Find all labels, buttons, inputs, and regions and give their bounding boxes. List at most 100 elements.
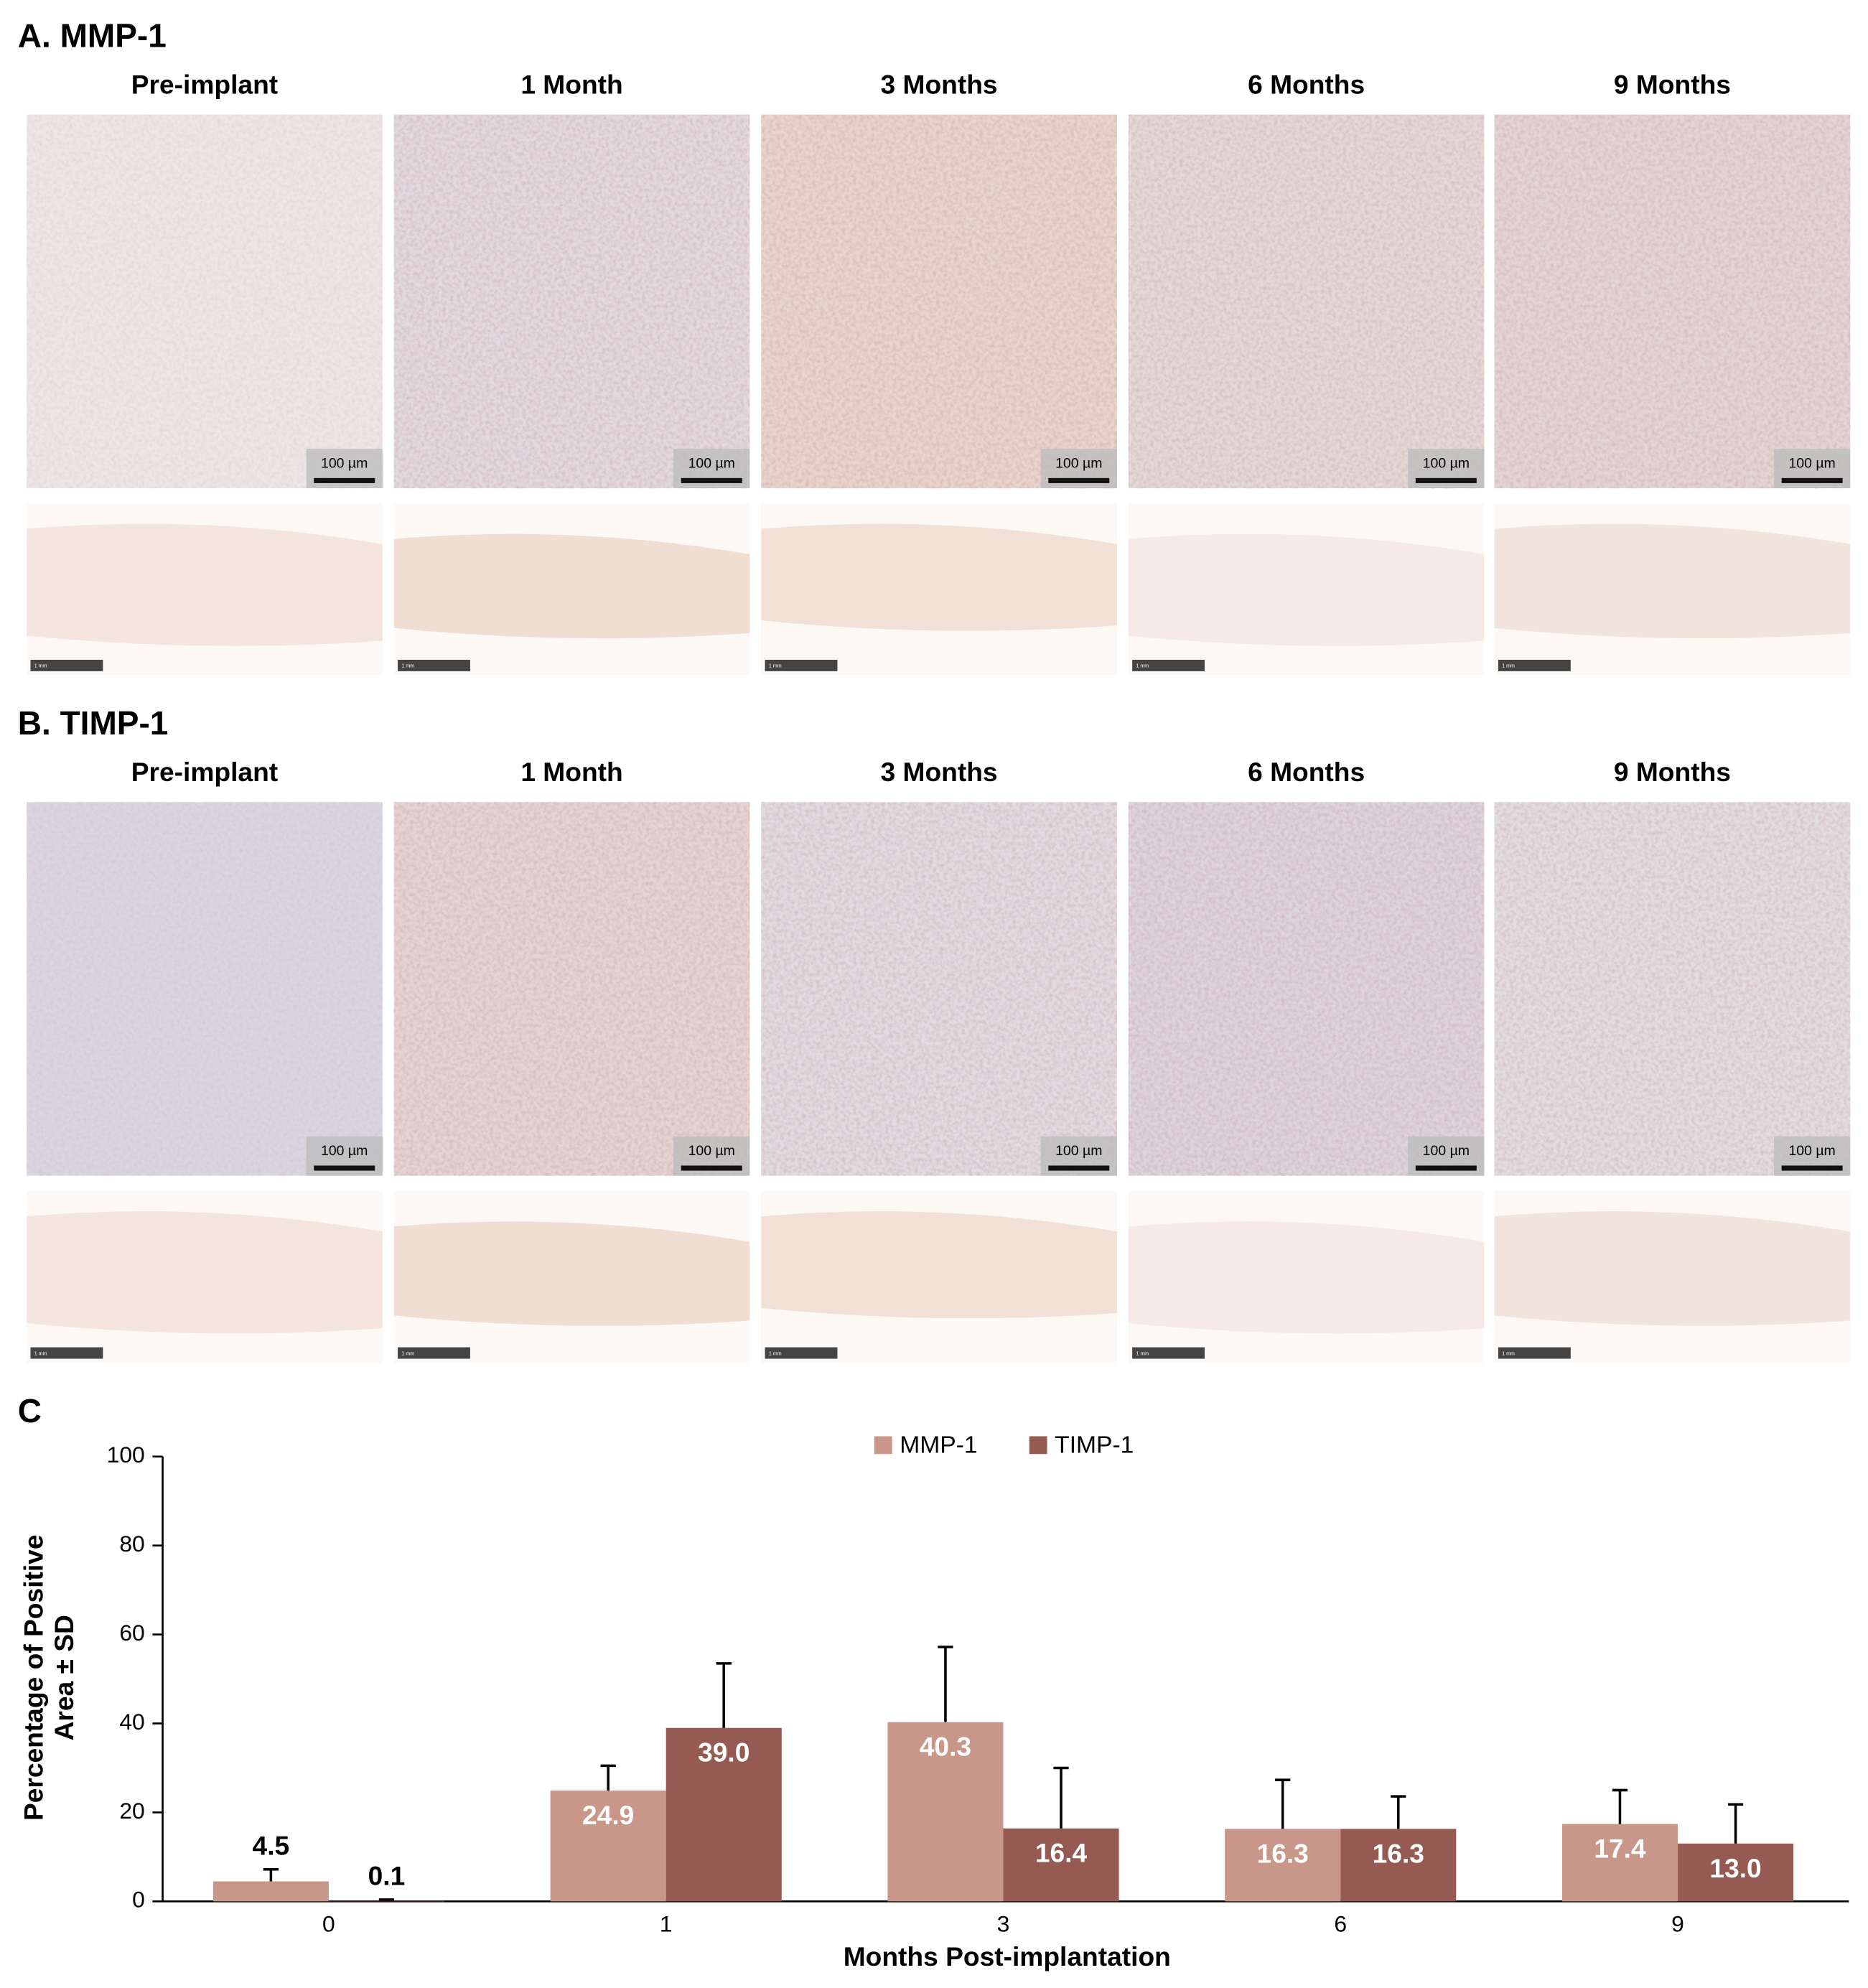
panel-title: B. TIMP-1 <box>18 704 169 742</box>
value-label: 16.4 <box>1035 1838 1088 1868</box>
overview-scale-bar <box>30 659 103 671</box>
x-tick-label: 3 <box>997 1910 1010 1936</box>
tissue-section <box>1494 1211 1851 1326</box>
value-label: 40.3 <box>920 1732 971 1762</box>
micrograph-texture <box>761 114 1117 489</box>
scale-bar-label: 100 µm <box>321 456 368 472</box>
column-header: Pre-implant <box>131 69 278 99</box>
y-tick-label: 0 <box>132 1887 145 1913</box>
tissue-section <box>27 523 383 646</box>
overview-scale-bar <box>1132 1347 1205 1359</box>
scale-bar <box>681 477 742 483</box>
scale-bar-label: 100 µm <box>1055 456 1102 472</box>
tissue-section <box>393 533 750 639</box>
micrograph-texture <box>761 802 1117 1176</box>
overview-scale-bar <box>30 1347 103 1359</box>
scale-bar <box>314 477 375 483</box>
overview-scale-bar <box>1132 659 1205 671</box>
scale-bar <box>1781 1165 1843 1171</box>
y-tick-label: 20 <box>119 1798 144 1824</box>
overview-scale-bar <box>1498 1347 1571 1359</box>
overview-scale-label: 1 mm <box>1502 1350 1515 1356</box>
tissue-section <box>27 1211 383 1334</box>
x-tick-label: 1 <box>660 1910 673 1936</box>
scale-bar <box>681 1165 742 1171</box>
overview-scale-bar <box>398 1347 470 1359</box>
column-header: 3 Months <box>881 69 998 99</box>
scale-bar-label: 100 µm <box>1788 456 1835 472</box>
overview-scale-label: 1 mm <box>34 1350 47 1356</box>
micrograph-texture <box>393 114 750 489</box>
column-header: 9 Months <box>1614 69 1731 99</box>
value-label: 24.9 <box>582 1800 634 1830</box>
scale-bar-label: 100 µm <box>688 1143 735 1159</box>
micrograph-texture <box>1128 802 1485 1176</box>
scale-bar <box>1781 477 1843 483</box>
y-tick-label: 40 <box>119 1709 144 1735</box>
column-header: 3 Months <box>881 757 998 787</box>
bar <box>666 1727 782 1902</box>
value-label: 16.3 <box>1257 1838 1309 1868</box>
overview-scale-bar <box>765 659 838 671</box>
panel-title: A. MMP-1 <box>18 17 167 55</box>
column-header: 1 Month <box>520 757 622 787</box>
x-axis-title: Months Post-implantation <box>844 1941 1171 1971</box>
tissue-section <box>1128 1221 1485 1334</box>
value-label: 0.1 <box>368 1861 406 1891</box>
overview-scale-label: 1 mm <box>1136 663 1149 669</box>
value-label: 39.0 <box>698 1737 749 1768</box>
panel-label: C <box>18 1392 42 1429</box>
legend-swatch <box>874 1436 892 1455</box>
scale-bar <box>1048 1165 1110 1171</box>
column-header: 1 Month <box>520 69 622 99</box>
y-tick-label: 80 <box>119 1531 144 1557</box>
legend-label: MMP-1 <box>900 1432 977 1459</box>
y-tick-label: 60 <box>119 1620 144 1646</box>
x-tick-label: 0 <box>322 1910 335 1936</box>
scale-bar <box>1048 477 1110 483</box>
tissue-section <box>1128 533 1485 646</box>
scale-bar <box>1415 1165 1477 1171</box>
overview-scale-label: 1 mm <box>769 1350 782 1356</box>
scale-bar-label: 100 µm <box>1423 1143 1470 1159</box>
bar <box>328 1900 444 1902</box>
overview-scale-label: 1 mm <box>401 663 414 669</box>
tissue-section <box>1494 523 1851 639</box>
overview-scale-label: 1 mm <box>1502 663 1515 669</box>
bar <box>1340 1829 1457 1902</box>
legend-swatch <box>1029 1436 1047 1455</box>
overview-scale-label: 1 mm <box>401 1350 414 1356</box>
overview-scale-label: 1 mm <box>34 663 47 669</box>
micrograph-texture <box>27 114 383 489</box>
micrograph-texture <box>1128 114 1485 489</box>
overview-scale-bar <box>398 659 470 671</box>
value-label: 4.5 <box>253 1830 290 1860</box>
scale-bar-label: 100 µm <box>1788 1143 1835 1159</box>
scale-bar-label: 100 µm <box>1423 456 1470 472</box>
bar <box>213 1881 329 1902</box>
x-tick-label: 6 <box>1334 1910 1347 1936</box>
bar <box>550 1791 666 1902</box>
scale-bar-label: 100 µm <box>688 456 735 472</box>
bar <box>1678 1843 1794 1902</box>
bar <box>1225 1829 1341 1902</box>
column-header: 9 Months <box>1614 757 1731 787</box>
bar <box>887 1722 1004 1902</box>
tissue-section <box>761 523 1117 631</box>
micrograph-texture <box>27 802 383 1176</box>
overview-scale-bar <box>765 1347 838 1359</box>
micrograph-texture <box>393 802 750 1176</box>
tissue-section <box>393 1221 750 1326</box>
column-header: 6 Months <box>1248 757 1365 787</box>
tissue-section <box>761 1211 1117 1319</box>
micrograph-texture <box>1494 802 1851 1176</box>
x-tick-label: 9 <box>1671 1910 1684 1936</box>
column-header: Pre-implant <box>131 757 278 787</box>
column-header: 6 Months <box>1248 69 1365 99</box>
value-label: 17.4 <box>1594 1834 1646 1864</box>
scale-bar <box>1415 477 1477 483</box>
value-label: 13.0 <box>1709 1853 1761 1883</box>
overview-scale-bar <box>1498 659 1571 671</box>
bar <box>1003 1828 1119 1902</box>
